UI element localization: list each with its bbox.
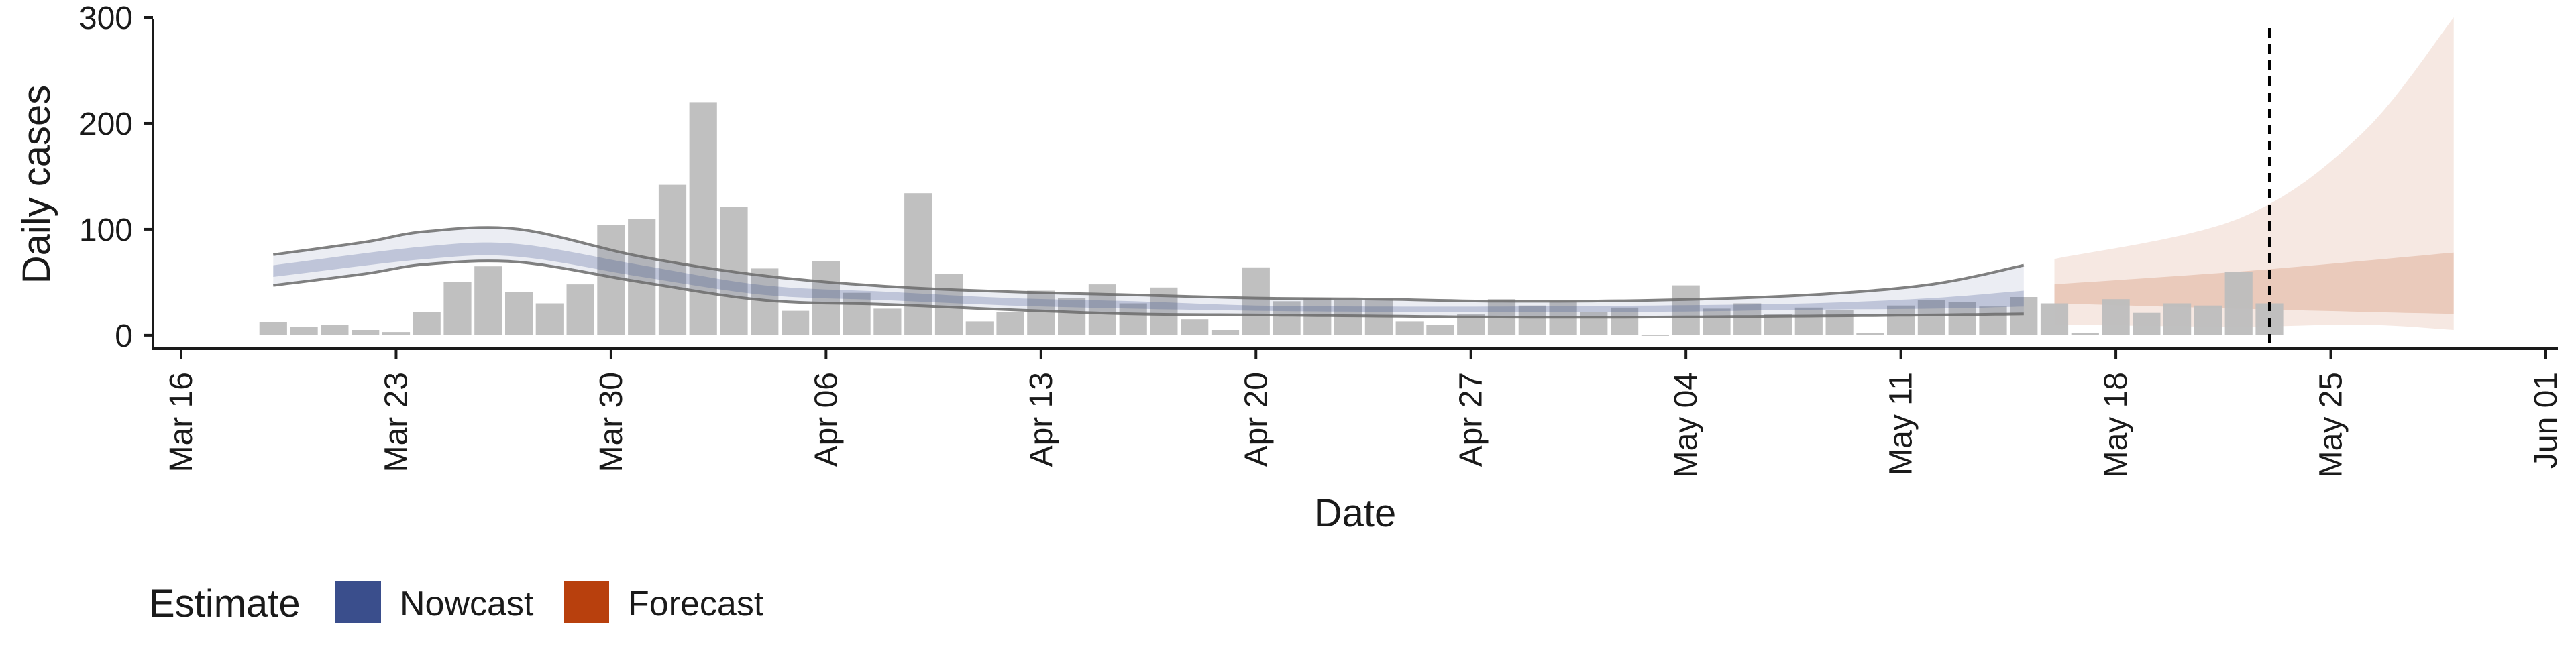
- bar: [843, 292, 871, 335]
- bar: [1580, 312, 1608, 335]
- bar: [1856, 333, 1884, 335]
- bar: [2071, 333, 2099, 335]
- x-tick-label: May 11: [1884, 372, 1919, 475]
- bar: [1641, 335, 1669, 336]
- bar: [2102, 299, 2130, 335]
- x-tick-label: Apr 20: [1238, 372, 1274, 467]
- labels-layer: 0 100 200 300 Mar 16 Mar 23 Mar 30 Apr 06 Apr 13…: [15, 1, 2564, 535]
- axes-layer: [144, 16, 2558, 359]
- bar: [873, 308, 902, 335]
- x-tick-label: May 18: [2098, 372, 2134, 477]
- bars-layer: [259, 102, 2284, 336]
- y-tick-label: 0: [115, 318, 133, 354]
- x-tick-label: Mar 30: [594, 372, 629, 472]
- bar: [1672, 285, 1700, 335]
- bar: [290, 327, 318, 335]
- bar: [2133, 312, 2161, 335]
- bar: [1395, 321, 1424, 335]
- bar: [1242, 267, 1270, 335]
- x-tick-label: Apr 06: [808, 372, 844, 467]
- bar: [474, 266, 502, 335]
- bar: [321, 325, 349, 335]
- nowcast-outer-band: [273, 227, 2024, 318]
- legend-swatch: [335, 581, 381, 623]
- forecast-layer: [2054, 17, 2454, 330]
- bar: [566, 284, 594, 335]
- bar: [1027, 290, 1055, 335]
- bar: [382, 332, 411, 335]
- y-tick-label: 200: [79, 107, 133, 142]
- x-tick-label: Apr 27: [1454, 372, 1489, 467]
- bar: [965, 321, 994, 335]
- legend-swatch: [564, 581, 609, 623]
- x-tick-label: May 04: [1668, 372, 1704, 477]
- bar: [443, 282, 472, 335]
- x-tick-label: Jun 01: [2528, 372, 2564, 469]
- bar: [259, 322, 287, 335]
- bar: [628, 219, 656, 335]
- x-tick-label: Mar 23: [379, 372, 415, 472]
- bar: [904, 193, 932, 335]
- forecast-inner-band: [2054, 252, 2454, 314]
- bar: [1887, 305, 1915, 335]
- bar: [413, 312, 441, 335]
- bar: [1273, 301, 1301, 335]
- bar: [996, 312, 1024, 335]
- nowcast-upper-line: [273, 226, 2025, 303]
- nowcast-layer: [273, 226, 2025, 319]
- bar: [1825, 310, 1854, 335]
- y-axis-title: Daily cases: [15, 85, 58, 284]
- bar: [1119, 303, 1147, 335]
- bar: [934, 274, 963, 335]
- bar: [1611, 307, 1639, 335]
- bar: [1334, 300, 1362, 335]
- bar: [1979, 306, 2007, 335]
- x-tick-label: Mar 16: [164, 372, 199, 472]
- bar: [2040, 303, 2069, 335]
- bar: [1948, 302, 1976, 335]
- forecast-outer-band: [2054, 17, 2454, 330]
- bar: [1794, 307, 1823, 335]
- y-tick-label: 100: [79, 213, 133, 248]
- bar: [2010, 297, 2038, 335]
- bar: [1917, 300, 1945, 335]
- x-tick-label: May 25: [2314, 372, 2349, 477]
- bar: [1703, 308, 1731, 335]
- bar: [1426, 325, 1454, 335]
- legend-title: Estimate: [149, 582, 301, 626]
- bar: [505, 292, 533, 335]
- bar: [535, 303, 564, 335]
- bar: [2224, 272, 2253, 335]
- nowcast-inner-band: [273, 242, 2024, 312]
- bar: [2163, 303, 2192, 335]
- legend-label: Forecast: [628, 585, 764, 624]
- bar: [1058, 298, 1086, 335]
- bar: [689, 102, 717, 335]
- bar: [352, 330, 380, 335]
- bar: [1518, 305, 1546, 335]
- bar: [1181, 319, 1209, 335]
- bar: [812, 261, 840, 335]
- nowcast-lower-line: [273, 259, 2024, 319]
- legend-label: Nowcast: [400, 585, 534, 624]
- x-axis-title: Date: [1314, 491, 1397, 535]
- x-tick-label: Apr 13: [1024, 372, 1059, 467]
- bar: [1211, 330, 1240, 335]
- bar: [1733, 303, 1762, 335]
- bar: [782, 310, 810, 335]
- y-tick-label: 300: [79, 1, 133, 36]
- bar: [597, 225, 625, 335]
- bar: [2194, 305, 2222, 335]
- legend: Estimate Nowcast Forecast: [149, 581, 764, 626]
